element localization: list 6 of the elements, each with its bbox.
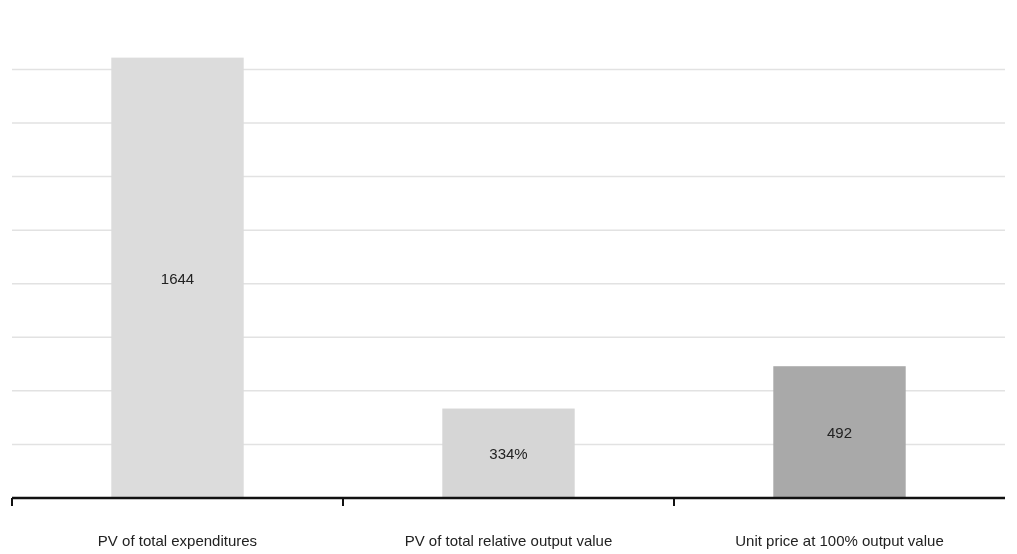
data-label: 334% bbox=[489, 445, 528, 463]
x-tick-label: Unit price at 100% output value bbox=[735, 532, 944, 549]
data-label: 1644 bbox=[160, 269, 195, 287]
data-label: 492 bbox=[826, 424, 853, 442]
x-tick-label: PV of total expenditures bbox=[97, 532, 258, 549]
x-tick-label: PV of total relative output value bbox=[404, 532, 613, 549]
